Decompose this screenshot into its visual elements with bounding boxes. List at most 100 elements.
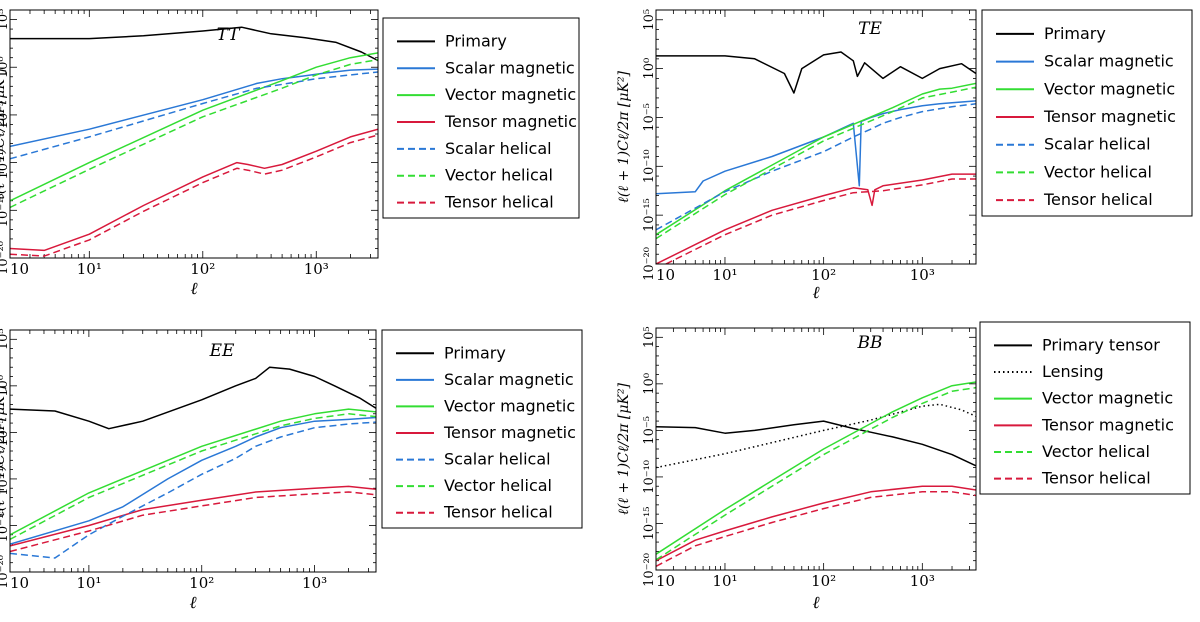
legend-label: Vector magnetic [445, 85, 576, 104]
legend-label: Tensor helical [1043, 190, 1153, 209]
x-tick-label: 10¹ [77, 260, 102, 278]
y-tick-label: 10⁻¹⁰ [0, 462, 11, 496]
series-line-scalar-magnetic [656, 100, 976, 195]
y-tick-label: 10⁰ [0, 375, 11, 397]
chart-title: TT [217, 25, 242, 45]
plot-frame [9, 9, 379, 259]
series-line-vector-helical [656, 86, 976, 240]
series-line-primary-tensor [656, 420, 976, 467]
x-tick-label: 10¹ [712, 572, 737, 590]
series-line-primary [656, 51, 976, 94]
y-tick-label: 10⁵ [0, 9, 11, 31]
legend-label: Scalar helical [444, 450, 551, 469]
chart-panel-tt: 10 10¹ 10² 10³ 10⁵ 10⁰ 10⁻⁵ 10⁻¹⁰ 10⁻¹⁵ 10⁻²⁰ ℓ ℓ(ℓ… [0, 9, 580, 299]
legend-label: Tensor magnetic [444, 112, 577, 131]
legend-label: Scalar helical [445, 139, 552, 158]
y-tick-label: 10⁰ [0, 56, 11, 78]
legend: Primary tensor Lensing Vector magnetic Tens… [979, 321, 1191, 495]
legend-label: Vector magnetic [1044, 79, 1175, 98]
series-line-tensor-helical [10, 134, 378, 257]
series-line-tensor-magnetic [10, 485, 376, 547]
x-tick-label: 10¹ [712, 266, 737, 284]
series-line-vector-helical [656, 386, 976, 561]
legend-frame [979, 321, 1191, 495]
legend-label: Tensor helical [443, 503, 553, 522]
y-axis-label: ℓ(ℓ + 1)Cℓ/2π [μK²] [616, 382, 632, 515]
y-tick-label: 10⁻¹⁵ [642, 198, 657, 232]
series-line-vector-magnetic [656, 82, 976, 236]
plot-frame [9, 329, 377, 573]
legend-label: Scalar magnetic [444, 370, 574, 389]
series-line-primary [10, 26, 378, 62]
y-tick-label: 10⁰ [642, 58, 657, 80]
y-tick-label: 10⁻¹⁰ [642, 460, 657, 494]
y-tick-label: 10⁻⁵ [642, 103, 657, 132]
y-tick-label: 10⁰ [642, 373, 657, 395]
chart-panel-ee: 10 10¹ 10² 10³ 10⁵ 10⁰ 10⁻⁵ 10⁻¹⁰ 10⁻¹⁵ 10⁻²⁰ ℓ ℓ(ℓ… [0, 328, 583, 613]
x-axis-label: ℓ [189, 593, 196, 613]
y-tick-label: 10⁻¹⁵ [0, 193, 11, 227]
series-line-scalar-helical [656, 103, 976, 231]
x-tick-label: 10³ [304, 260, 329, 278]
x-tick-label: 10³ [910, 572, 935, 590]
x-tick-label: 10³ [302, 574, 327, 592]
legend-label: Vector helical [444, 476, 552, 495]
x-tick-label-origin: 10 [656, 572, 675, 590]
legend-label: Lensing [1042, 362, 1104, 381]
series-line-vector-helical [10, 58, 378, 209]
legend: Primary Scalar magnetic Vector magnetic Ten… [381, 329, 583, 529]
legend-label: Scalar magnetic [445, 58, 575, 77]
series-line-vector-magnetic [656, 381, 976, 555]
y-tick-label: 10⁻¹⁵ [642, 507, 657, 541]
chart-title: BB [857, 333, 883, 353]
legend-label: Tensor magnetic [1043, 107, 1176, 126]
series-line-tensor-helical [10, 491, 376, 553]
x-tick-label: 10² [811, 266, 836, 284]
y-tick-label: 10⁻²⁰ [0, 241, 11, 275]
chart-title: EE [209, 341, 235, 361]
legend-label: Vector magnetic [1042, 389, 1173, 408]
series-line-primary [10, 366, 376, 430]
chart-title: TE [858, 19, 882, 39]
series-line-scalar-helical [10, 421, 376, 559]
x-tick-label: 10² [189, 574, 214, 592]
y-tick-label: 10⁵ [642, 326, 657, 348]
y-tick-label: 10⁻⁵ [0, 101, 11, 130]
legend-label: Primary tensor [1042, 335, 1160, 354]
legend-label: Vector helical [1042, 442, 1150, 461]
x-tick-label: 10² [190, 260, 215, 278]
legend-label: Primary [444, 343, 506, 362]
series-line-tensor-magnetic [656, 173, 976, 264]
y-tick-label: 10⁻¹⁰ [0, 146, 11, 180]
legend-label: Vector helical [445, 166, 553, 185]
y-axis-label: ℓ(ℓ + 1)Cℓ/2π [μK²] [0, 67, 8, 200]
legend-label: Vector magnetic [444, 396, 575, 415]
series-line-lensing [656, 403, 976, 469]
series-line-vector-magnetic [10, 52, 378, 202]
legend: Primary Scalar magnetic Vector magnetic Ten… [981, 9, 1193, 217]
legend-label: Tensor helical [444, 193, 554, 212]
x-tick-label: 10¹ [76, 574, 101, 592]
y-tick-label: 10⁻⁵ [642, 416, 657, 445]
x-axis-label: ℓ [812, 593, 819, 613]
y-axis-label: ℓ(ℓ + 1)Cℓ/2π [μK²] [0, 384, 8, 517]
legend-frame [382, 17, 580, 219]
x-tick-label-origin: 10 [10, 574, 29, 592]
x-tick-label: 10² [811, 572, 836, 590]
series-line-tensor-helical [664, 178, 976, 264]
legend-label: Tensor helical [1041, 469, 1151, 488]
x-axis-label: ℓ [190, 279, 197, 299]
y-tick-label: 10⁻²⁰ [0, 555, 11, 589]
series-line-tensor-magnetic [10, 128, 378, 252]
y-tick-label: 10⁻²⁰ [642, 247, 657, 281]
legend-label: Tensor magnetic [1041, 415, 1174, 434]
y-tick-label: 10⁻¹⁵ [0, 509, 11, 543]
legend-frame [981, 9, 1193, 217]
series-line-scalar-magnetic [10, 416, 376, 545]
plot-frame [655, 9, 977, 265]
series-line-scalar-helical [10, 71, 378, 160]
legend-label: Primary [1044, 24, 1106, 43]
x-tick-label: 10³ [910, 266, 935, 284]
x-tick-label-origin: 10 [656, 266, 675, 284]
